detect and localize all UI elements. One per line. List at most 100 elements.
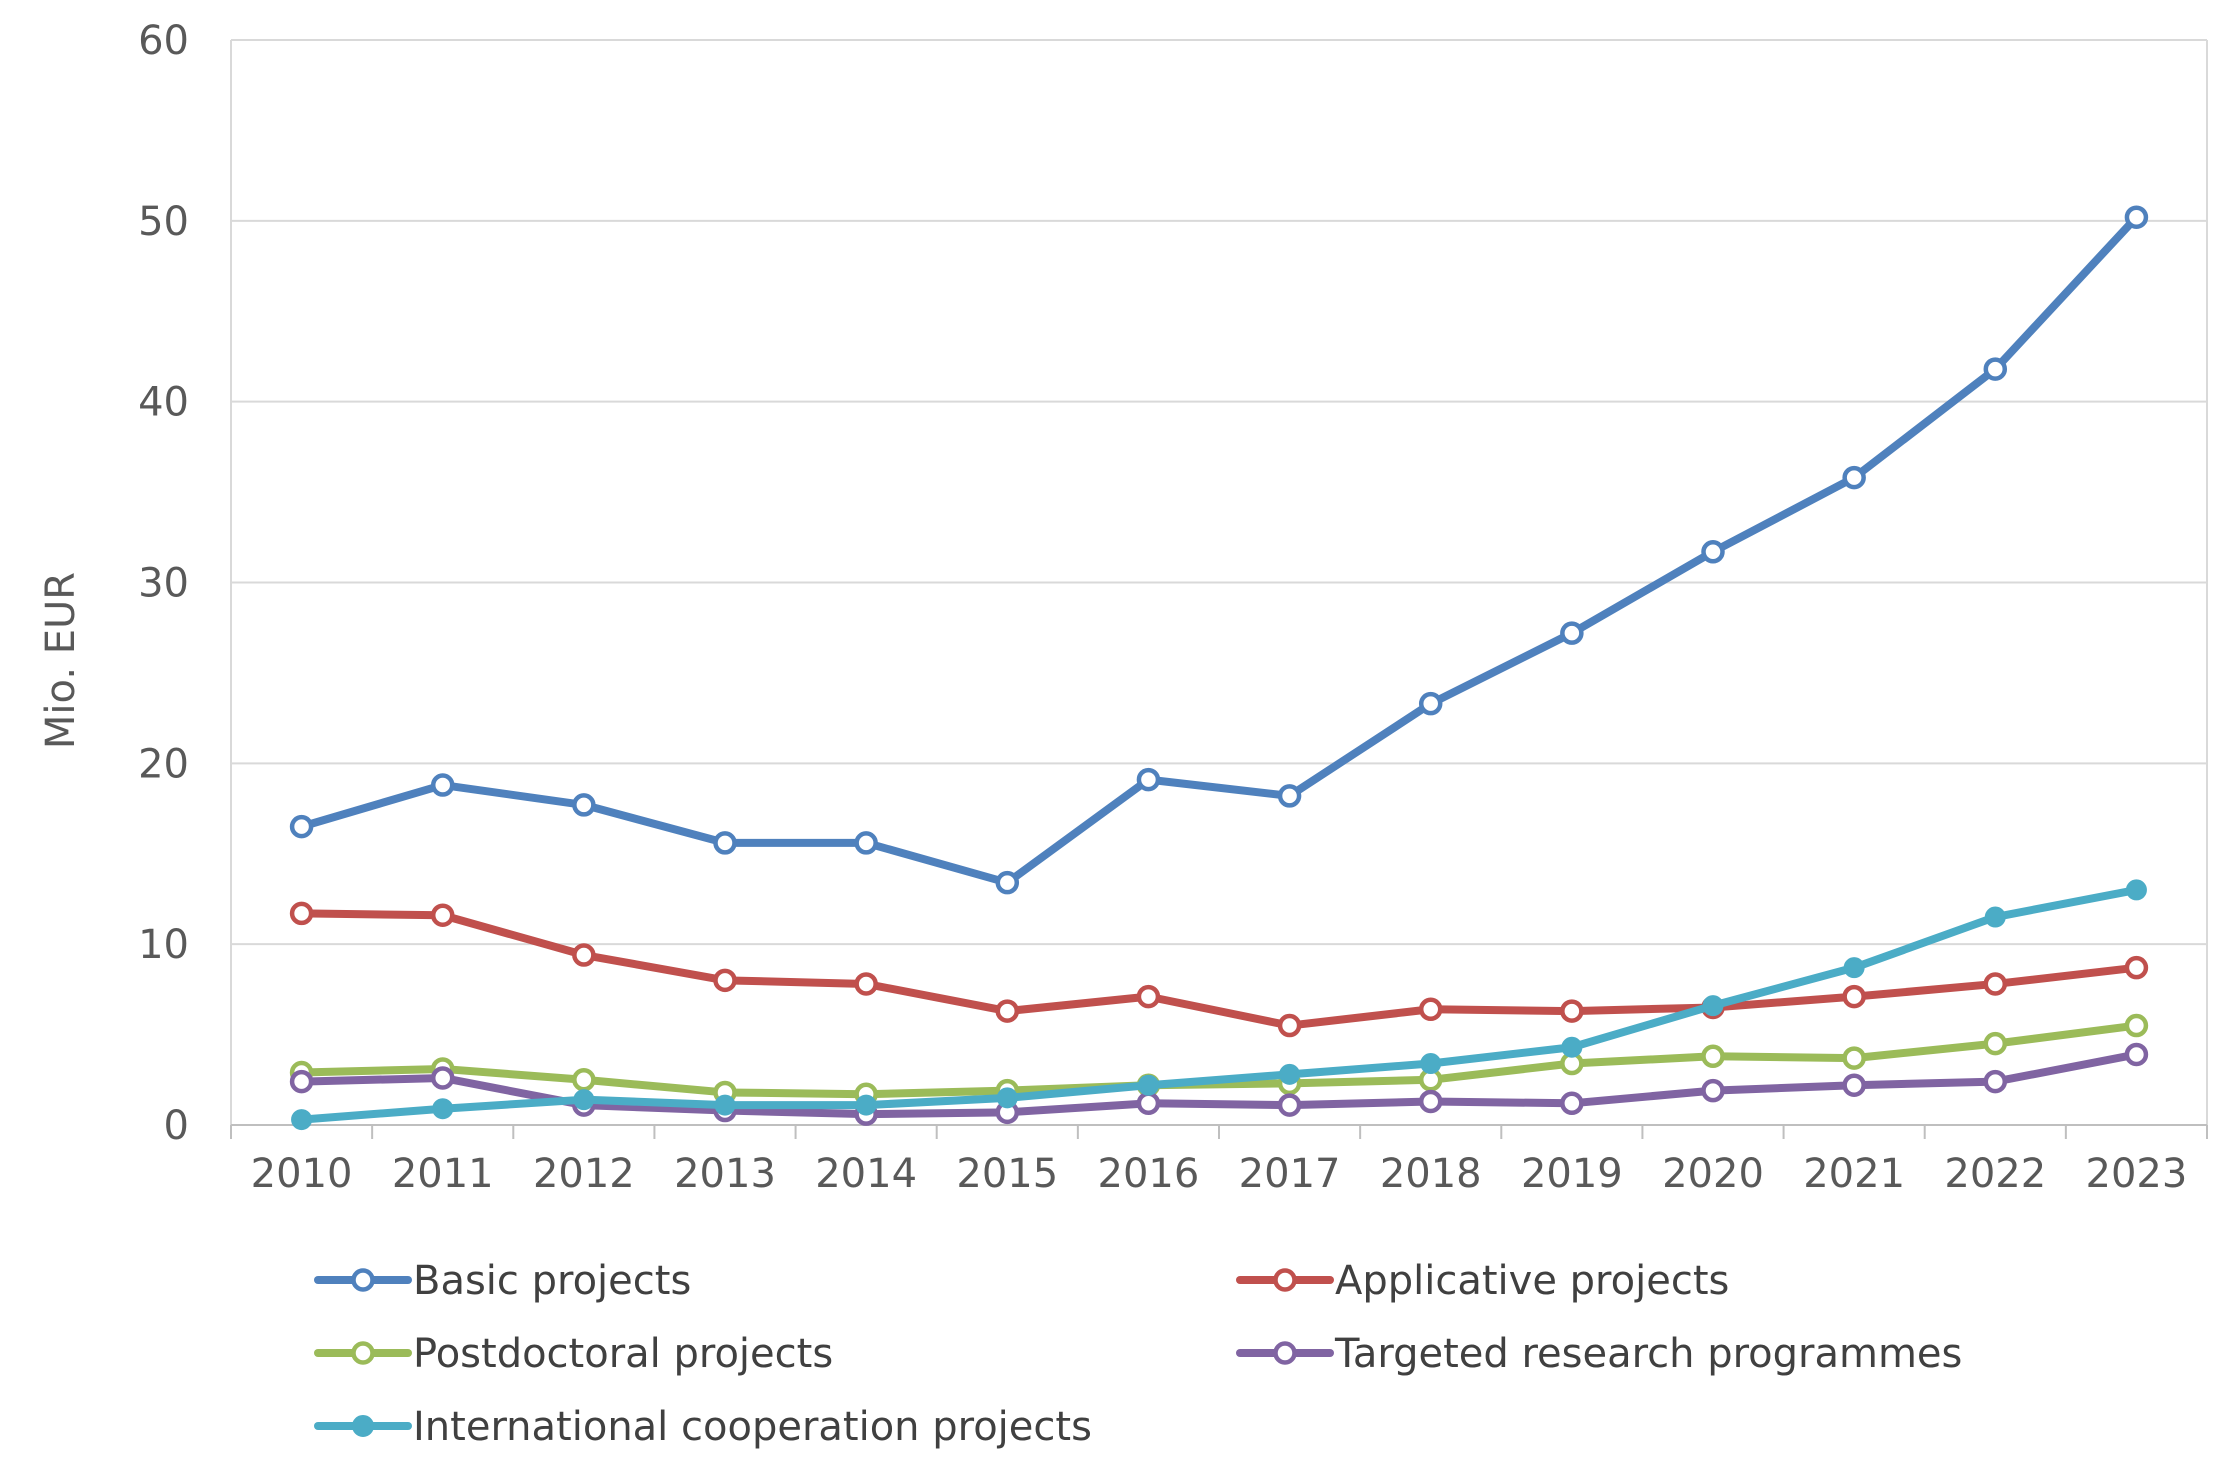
data-point-international-cooperation-projects-2016 xyxy=(1137,1074,1159,1096)
data-point-basic-projects-2014 xyxy=(854,831,878,855)
x-tick-label-2013: 2013 xyxy=(674,1151,776,1197)
data-point-targeted-research-programmes-2017 xyxy=(1277,1093,1302,1117)
legend-label: Targeted research programmes xyxy=(1334,1331,1962,1377)
data-point-postdoctoral-projects-2023 xyxy=(2124,1013,2149,1038)
data-point-basic-projects-2021 xyxy=(1842,465,1866,490)
x-tick-label-2012: 2012 xyxy=(533,1151,635,1197)
data-point-applicative-projects-2021 xyxy=(1842,984,1866,1009)
data-point-postdoctoral-projects-2021 xyxy=(1842,1046,1866,1070)
legend-item-targeted-research-programmes: Targeted research programmes xyxy=(1236,1331,1962,1377)
data-point-applicative-projects-2013 xyxy=(713,968,737,993)
y-tick-label: 10 xyxy=(138,922,189,968)
y-tick-label: 30 xyxy=(138,561,189,607)
series-applicative-projects xyxy=(289,901,2149,1038)
x-tick-label-2022: 2022 xyxy=(1944,1151,2046,1197)
legend-item-applicative-projects: Applicative projects xyxy=(1236,1258,1729,1304)
data-point-international-cooperation-projects-2012 xyxy=(573,1089,595,1111)
x-tick-label-2011: 2011 xyxy=(392,1151,494,1197)
data-point-basic-projects-2019 xyxy=(1560,621,1584,645)
data-point-applicative-projects-2015 xyxy=(995,999,1020,1023)
series-lines xyxy=(289,205,2149,1131)
y-tick-label: 40 xyxy=(138,380,189,426)
data-point-targeted-research-programmes-2019 xyxy=(1560,1091,1584,1116)
data-point-international-cooperation-projects-2021 xyxy=(1843,957,1865,979)
series-international-cooperation-projects xyxy=(291,879,2147,1131)
data-point-postdoctoral-projects-2020 xyxy=(1701,1044,1725,1069)
legend-item-postdoctoral-projects: Postdoctoral projects xyxy=(314,1331,833,1377)
x-tick-label-2023: 2023 xyxy=(2086,1151,2188,1197)
data-point-basic-projects-2016 xyxy=(1136,767,1161,792)
legend-item-international-cooperation-projects: International cooperation projects xyxy=(314,1404,1092,1450)
y-tick-label: 50 xyxy=(138,199,189,245)
data-point-basic-projects-2020 xyxy=(1701,540,1725,564)
data-point-targeted-research-programmes-2018 xyxy=(1418,1089,1443,1114)
x-tick-label-2015: 2015 xyxy=(956,1151,1058,1197)
series-line-applicative-projects xyxy=(297,909,2141,1030)
legend-swatch-marker xyxy=(351,1341,375,1365)
x-tick-label-2019: 2019 xyxy=(1521,1151,1623,1197)
data-point-postdoctoral-projects-2012 xyxy=(572,1068,596,1092)
data-point-international-cooperation-projects-2018 xyxy=(1420,1053,1442,1075)
y-tick-label: 0 xyxy=(164,1103,189,1149)
data-point-targeted-research-programmes-2020 xyxy=(1701,1078,1725,1103)
data-point-targeted-research-programmes-2011 xyxy=(430,1066,455,1090)
data-point-postdoctoral-projects-2022 xyxy=(1983,1031,2008,1056)
legend-swatch-marker xyxy=(352,1415,374,1437)
series-line-basic-projects xyxy=(297,213,2141,887)
axes: 0 10 20 30 40 50 60 2010 2011 2012 2013 2014 2015 201… xyxy=(38,18,2208,1197)
data-point-basic-projects-2011 xyxy=(430,773,455,797)
data-point-applicative-projects-2017 xyxy=(1277,1013,1302,1038)
data-point-basic-projects-2012 xyxy=(572,793,596,817)
data-point-basic-projects-2018 xyxy=(1418,691,1443,716)
x-tick-label-2020: 2020 xyxy=(1662,1151,1764,1197)
series-basic-projects xyxy=(289,205,2149,895)
y-tick-label: 60 xyxy=(138,18,189,64)
x-tick-label-2017: 2017 xyxy=(1239,1151,1341,1197)
data-point-applicative-projects-2010 xyxy=(289,901,314,926)
data-point-applicative-projects-2019 xyxy=(1560,999,1584,1023)
legend-item-basic-projects: Basic projects xyxy=(314,1258,691,1304)
series-postdoctoral-projects xyxy=(289,1013,2149,1107)
series-line-postdoctoral-projects xyxy=(297,1021,2141,1099)
series-line-international-cooperation-projects xyxy=(297,885,2141,1124)
data-point-targeted-research-programmes-2022 xyxy=(1983,1069,2008,1094)
data-point-international-cooperation-projects-2017 xyxy=(1279,1063,1301,1085)
data-point-basic-projects-2013 xyxy=(713,831,737,855)
x-tick-label-2010: 2010 xyxy=(251,1151,353,1197)
data-point-applicative-projects-2014 xyxy=(854,972,878,996)
gridlines xyxy=(231,39,2207,946)
legend-label: International cooperation projects xyxy=(413,1404,1092,1450)
data-point-basic-projects-2023 xyxy=(2124,205,2149,229)
data-point-international-cooperation-projects-2023 xyxy=(2125,879,2147,901)
legend: Basic projects Applicative projects Postdo… xyxy=(314,1258,1962,1450)
data-point-targeted-research-programmes-2016 xyxy=(1136,1091,1161,1116)
data-point-basic-projects-2010 xyxy=(289,814,314,839)
data-point-applicative-projects-2012 xyxy=(572,943,596,967)
data-point-international-cooperation-projects-2010 xyxy=(291,1109,313,1131)
x-tick-label-2016: 2016 xyxy=(1098,1151,1200,1197)
data-point-international-cooperation-projects-2019 xyxy=(1561,1036,1583,1058)
x-tick-label-2021: 2021 xyxy=(1803,1151,1905,1197)
data-point-basic-projects-2015 xyxy=(995,870,1020,895)
legend-label: Basic projects xyxy=(413,1258,691,1304)
data-point-international-cooperation-projects-2020 xyxy=(1702,995,1724,1017)
data-point-applicative-projects-2023 xyxy=(2124,955,2149,980)
data-point-applicative-projects-2022 xyxy=(1983,972,2008,996)
x-tick-label-2014: 2014 xyxy=(815,1151,917,1197)
data-point-basic-projects-2017 xyxy=(1277,784,1302,808)
data-point-applicative-projects-2011 xyxy=(430,903,455,927)
legend-swatch-marker xyxy=(1273,1268,1297,1292)
data-point-international-cooperation-projects-2011 xyxy=(432,1098,454,1120)
y-axis-title: Mio. EUR xyxy=(38,572,84,749)
data-point-international-cooperation-projects-2014 xyxy=(855,1094,877,1116)
data-point-international-cooperation-projects-2022 xyxy=(1984,906,2006,928)
legend-label: Applicative projects xyxy=(1335,1258,1729,1304)
data-point-targeted-research-programmes-2010 xyxy=(289,1069,314,1094)
series-line-targeted-research-programmes xyxy=(297,1050,2141,1119)
legend-swatch-marker xyxy=(351,1268,375,1292)
data-point-applicative-projects-2016 xyxy=(1136,984,1161,1009)
data-point-targeted-research-programmes-2021 xyxy=(1842,1073,1866,1097)
data-point-applicative-projects-2018 xyxy=(1418,997,1443,1022)
